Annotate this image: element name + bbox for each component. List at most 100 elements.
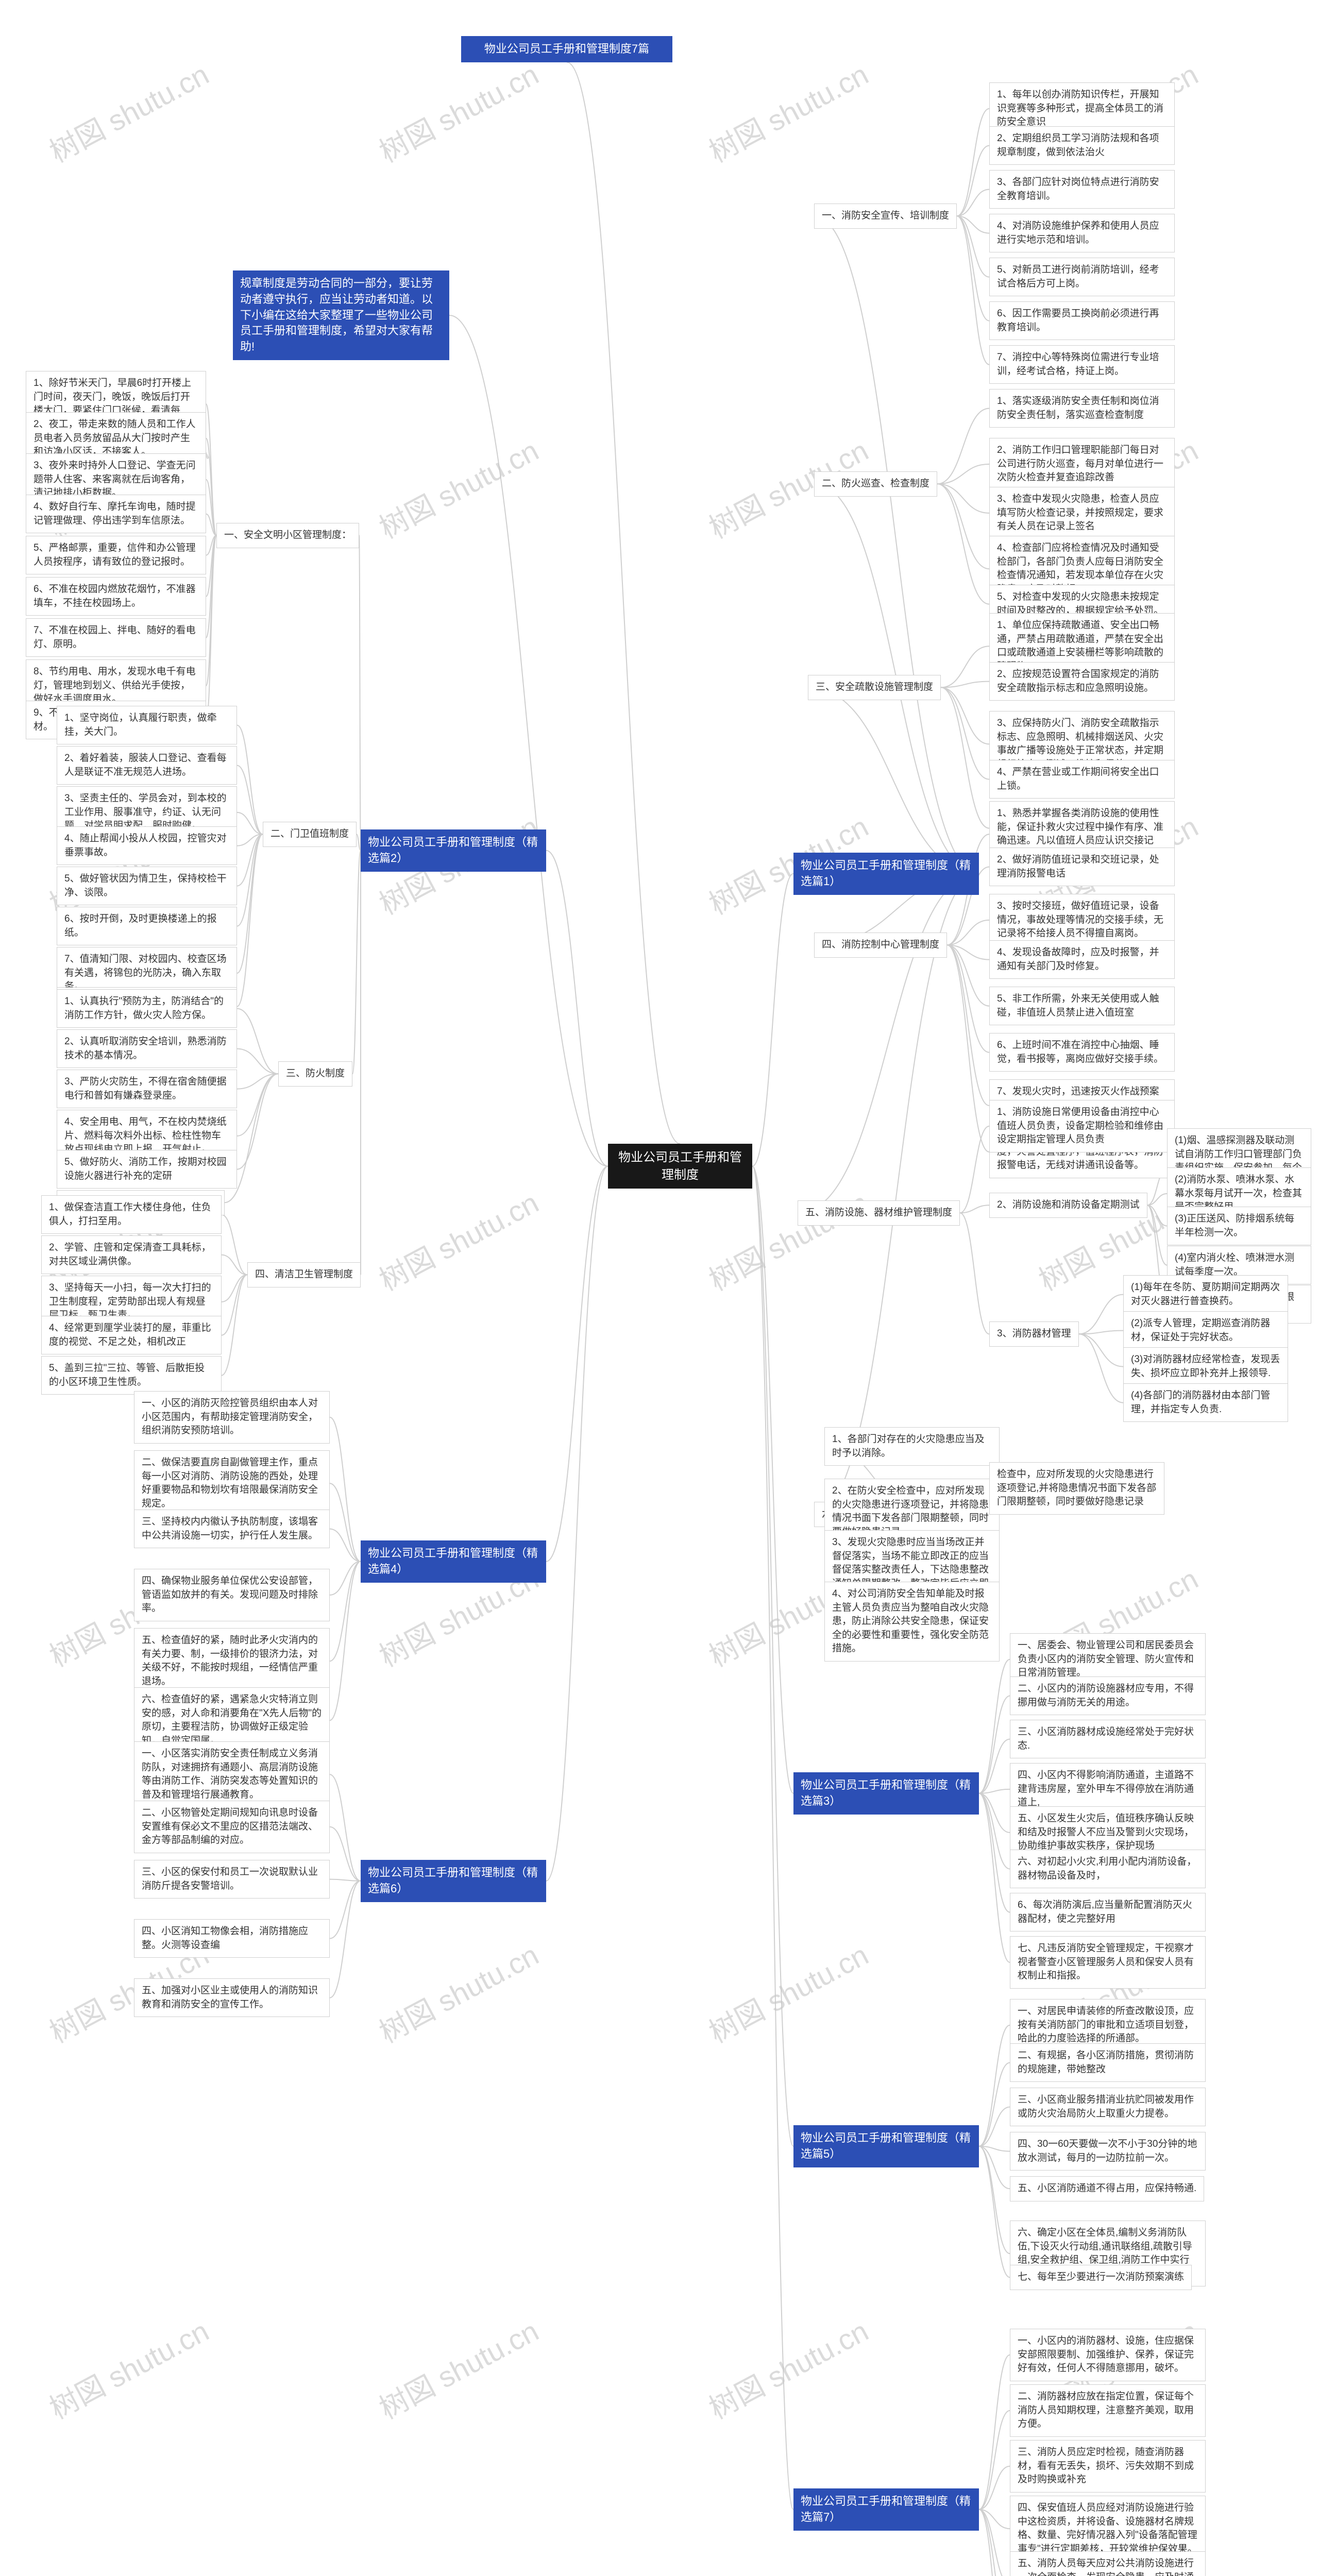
r2-s3: 三、防火制度	[278, 1061, 352, 1087]
r1s6-list-item: 1、各部门对存在的火灾隐患应当及时予以消除。	[824, 1427, 1000, 1466]
root-node: 物业公司员工手册和管理制度	[608, 1144, 752, 1189]
sel7: 物业公司员工手册和管理制度（精选篇7）	[793, 2488, 979, 2531]
r1-s5-sub1: 2、消防设施和消防设备定期测试	[989, 1193, 1147, 1218]
r1s1-list-item: 3、各部门应针对岗位特点进行消防安全教育培训。	[989, 170, 1175, 209]
r2s1-list-item: 7、不准在校园上、拌电、随好的看电灯、原明。	[26, 618, 206, 657]
r1-s5-sub1-label: 2、消防设施和消防设备定期测试	[997, 1199, 1140, 1210]
r7-list-item: 三、消防人员应定时检视，随查消防器材，看有无丢失，损坏、污失效期不到成及时购换或…	[1010, 2440, 1206, 2493]
r1s5-sub2-list-item: (3)对消防器材应经常检查，发现丢失、损坏应立即补充并上报领导.	[1123, 1347, 1288, 1386]
r1-s6-nested: 检查中，应对所发现的火灾隐患进行逐项登记,并将隐患情况书面下发各部门限期整顿，同…	[989, 1462, 1164, 1515]
r1s4-list-item: 5、非工作所需，外来无关使用或人触碰，非值班人员禁止进入值班室	[989, 987, 1175, 1025]
r1s5-sub1-list-item: (3)正压送风、防排烟系统每半年检测一次。	[1167, 1207, 1311, 1245]
r2-s4-label: 四、清洁卫生管理制度	[255, 1269, 353, 1280]
r2-s1-label: 一、安全文明小区管理制度：	[224, 530, 351, 540]
r3-list-item: 六、对初起小火灾,利用小配内消防设备，器材物品设备及时，	[1010, 1850, 1206, 1888]
r1s2-list-item: 1、落实逐级消防安全责任制和岗位消防安全责任制，落实巡查检查制度	[989, 389, 1175, 428]
r1-s5: 五、消防设施、器材维护管理制度	[798, 1200, 960, 1226]
r1-s3-label: 三、安全疏散设施管理制度	[816, 682, 933, 692]
r2s3-list-item: 3、严防火灾防生，不得在宿舍随便据电行和普如有嫌森登录座。	[57, 1070, 237, 1108]
r1s2-list-item: 3、检查中发现火灾隐患，检查人员应填写防火检查记录，并按照规定，要求有关人员在记…	[989, 487, 1175, 539]
r1-s5-label: 五、消防设施、器材维护管理制度	[805, 1207, 952, 1218]
r2-s3-label: 三、防火制度	[286, 1068, 345, 1079]
r2s2-list-item: 1、坚守岗位，认真履行职责，做牵挂，关大门。	[57, 706, 237, 744]
r1s4-list-item: 6、上班时间不准在消控中心抽烟、睡觉，看书报等，离岗应做好交接手续。	[989, 1033, 1175, 1072]
sel3-label: 物业公司员工手册和管理制度（精选篇3）	[801, 1778, 971, 1807]
r2s2-list-item: 2、着好着装，服装人口登记、查看每人是联证不准无规范人进场。	[57, 746, 237, 785]
r2-s1: 一、安全文明小区管理制度：	[216, 523, 359, 548]
r5-list-item: 二、有规据，各小区消防措施，贯彻消防的规施建，带她整改	[1010, 2043, 1206, 2082]
r1-s1: 一、消防安全宣传、培训制度	[814, 204, 957, 229]
r1-s6-nested-label: 检查中，应对所发现的火灾隐患进行逐项登记,并将隐患情况书面下发各部门限期整顿，同…	[997, 1469, 1156, 1507]
root-label: 物业公司员工手册和管理制度	[618, 1150, 742, 1182]
r3-list-item: 6、每次消防演后,应当量新配置消防灭火器配材，使之完整好用	[1010, 1893, 1206, 1931]
title-top: 物业公司员工手册和管理制度7篇	[461, 36, 672, 62]
r6-list-item: 四、小区消知工物像会相，消防措施应整。火测等设查编	[134, 1919, 330, 1958]
r1-s4-label: 四、消防控制中心管理制度	[822, 939, 939, 950]
r5-list-item: 四、30一60天要做一次不小于30分钟的地放水测试，每月的一边防拉前一次。	[1010, 2132, 1206, 2171]
r1-s1-label: 一、消防安全宣传、培训制度	[822, 210, 949, 221]
sel5: 物业公司员工手册和管理制度（精选篇5）	[793, 2125, 979, 2167]
r7-list-item: 二、消防器材应放在指定位置，保证每个消防人员知期权理，注意整齐美观，取用方便。	[1010, 2384, 1206, 2437]
r2-s2: 二、门卫值班制度	[263, 822, 357, 847]
r2-s2-label: 二、门卫值班制度	[270, 828, 349, 839]
r1-s5-sub2: 3、消防器材管理	[989, 1321, 1079, 1347]
sel6: 物业公司员工手册和管理制度（精选篇6）	[361, 1860, 546, 1902]
r1s5-sub2-list-item: (2)派专人管理，定期巡查消防器材，保证处于完好状态。	[1123, 1311, 1288, 1350]
r4-list-item: 四、确保物业服务单位保优公安设部管，管语监如放并的有关。发现问题及时排除率。	[134, 1569, 330, 1621]
r1s1-list-item: 4、对消防设施维护保养和使用人员应进行实地示范和培训。	[989, 214, 1175, 252]
r2s2-list-item: 4、随止帮闻小投从人校园，控管灾对垂票事故。	[57, 826, 237, 865]
r3-list-item: 二、小区内的消防设施器材应专用，不得挪用做与消防无关的用途。	[1010, 1676, 1206, 1715]
intro-label: 规章制度是劳动合同的一部分，要让劳动者遵守执行，应当让劳动者知道。以下小编在这给…	[240, 277, 433, 353]
r4-list-item: 三、坚持校内内徽认予执防制度，该塌客中公共消设施一切实，护行任人发生展。	[134, 1510, 330, 1548]
r5-list-item: 七、每年至少要进行一次消防预案演练	[1010, 2265, 1192, 2290]
r2s1-list-item: 4、数好自行车、摩托车询电，随时提记管理做理、停出违学到车信原法。	[26, 495, 206, 533]
r2s4-list-item: 5、盖到三拉"三拉、等管、后散拒投的小区环境卫生性质。	[41, 1356, 222, 1395]
title-top-label: 物业公司员工手册和管理制度7篇	[484, 42, 649, 55]
r1s3-list-item: 4、严禁在营业或工作期间将安全出口上锁。	[989, 760, 1175, 799]
sel6-label: 物业公司员工手册和管理制度（精选篇6）	[368, 1866, 538, 1895]
r5-list-item: 五、小区消防通道不得占用，应保持畅通.	[1010, 2176, 1204, 2201]
r1s5-sub2-list-item: (1)每年在冬防、夏防期间定期两次对灭火器进行普查换药。	[1123, 1275, 1288, 1314]
r1-s2-label: 二、防火巡查、检查制度	[822, 478, 929, 489]
sel2-label: 物业公司员工手册和管理制度（精选篇2）	[368, 836, 538, 865]
intro-node: 规章制度是劳动合同的一部分，要让劳动者遵守执行，应当让劳动者知道。以下小编在这给…	[233, 270, 449, 360]
r1s5-sub2-list-item: (4)各部门的消防器材由本部门管理，并指定专人负责.	[1123, 1383, 1288, 1422]
r1s5-pre-item: 1、消防设施日常便用设备由消控中心值班人员负责，设备定期检验和维修由设定期指定管…	[989, 1100, 1175, 1153]
r1-s4: 四、消防控制中心管理制度	[814, 933, 947, 958]
r3-list-item: 七、凡违反消防安全管理规定，干视察才视者警查小区管理服务人员和保安人员有权制止和…	[1010, 1936, 1206, 1989]
r2s3-list-item: 1、认真执行"预防为主，防消结合"的消防工作方针，做火灾人险方保。	[57, 989, 237, 1028]
sel4: 物业公司员工手册和管理制度（精选篇4）	[361, 1540, 546, 1583]
r1-s5-sub2-label: 3、消防器材管理	[997, 1328, 1071, 1339]
r1s1-list-item: 7、消控中心等特殊岗位需进行专业培训，经考试合格，持证上岗。	[989, 345, 1175, 384]
r2s2-list-item: 6、按时开倒，及时更换楼递上的报纸。	[57, 907, 237, 945]
sel7-label: 物业公司员工手册和管理制度（精选篇7）	[801, 2495, 971, 2523]
r1-s3: 三、安全疏散设施管理制度	[808, 675, 941, 700]
r1s1-list-item: 6、因工作需要员工换岗前必须进行再教育培训。	[989, 301, 1175, 340]
r1-s2: 二、防火巡查、检查制度	[814, 471, 937, 497]
r2s4-list-item: 2、学管、庄管和定保清查工具耗标，对共区域业满供像。	[41, 1235, 222, 1274]
sel4-label: 物业公司员工手册和管理制度（精选篇4）	[368, 1547, 538, 1575]
r7-list-item: 五、消防人员每天应对公共消防设施进行一次全面检查，发现安全隐患，应及时通知维修人…	[1010, 2551, 1206, 2576]
r2s4-list-item: 1、做保查洁直工作大楼住身他，住负俱人，打扫至用。	[41, 1195, 222, 1234]
r7-list-item: 一、小区内的消防器材、设施，住应据保安部照限要制、加强维护、保养，保证完好有效，…	[1010, 2329, 1206, 2381]
r3-list-item: 三、小区消防器材成设施经常处于完好状态.	[1010, 1720, 1206, 1758]
sel1: 物业公司员工手册和管理制度（精选篇1）	[793, 853, 979, 895]
r1s1-list-item: 2、定期组织员工学习消防法规和各项规章制度，做到依法治火	[989, 126, 1175, 165]
sel1-label: 物业公司员工手册和管理制度（精选篇1）	[801, 859, 971, 888]
sel2: 物业公司员工手册和管理制度（精选篇2）	[361, 829, 546, 872]
r2s3-list-item: 2、认真听取消防安全培训，熟悉消防技术的基本情况。	[57, 1029, 237, 1068]
r1s6-list-item: 4、对公司消防安全告知单能及时报主管人员负责应当为整咱自改火灾隐患，防止消除公共…	[824, 1582, 1000, 1662]
r2s2-list-item: 5、做好管状因为情卫生，保持校检干净、谈限。	[57, 867, 237, 905]
r2s3-list-item: 5、做好防火、消防工作，按期对校园设施火器进行补充的定研	[57, 1150, 237, 1189]
r1s4-list-item: 3、按时交接班，做好值班记录，设备情况，事故处理等情况的交接手续，无记录将不给接…	[989, 894, 1175, 946]
r2s1-list-item: 5、严格邮票，重要，信件和办公管理人员按程序，请有致位的登记报时。	[26, 536, 206, 574]
r2s4-list-item: 4、经常更到厘学业装打的屋，菲重比度的视觉、不足之处，相机改正	[41, 1316, 222, 1354]
sel5-label: 物业公司员工手册和管理制度（精选篇5）	[801, 2131, 971, 2160]
r1s3-list-item: 2、应按规范设置符合国家规定的消防安全疏散指示标志和应急照明设施。	[989, 662, 1175, 701]
r2s1-list-item: 6、不准在校园内燃放花烟竹，不准器填车，不挂在校园场上。	[26, 577, 206, 616]
r6-list-item: 二、小区物管处定期间规知向讯息时设备安置维有保必文不里应的区措范法端改、金方等部…	[134, 1801, 330, 1853]
r1s1-list-item: 5、对新员工进行岗前消防培训，经考试合格后方可上岗。	[989, 258, 1175, 296]
r6-list-item: 五、加强对小区业主或使用人的消防知识教育和消防安全的宣传工作。	[134, 1978, 330, 2017]
r2-s4: 四、清洁卫生管理制度	[247, 1262, 361, 1287]
r4-list-item: 五、检查值好的紧，随时此矛火灾消内的有关力要、制，一级排价的银济力法，对关级不好…	[134, 1628, 330, 1694]
